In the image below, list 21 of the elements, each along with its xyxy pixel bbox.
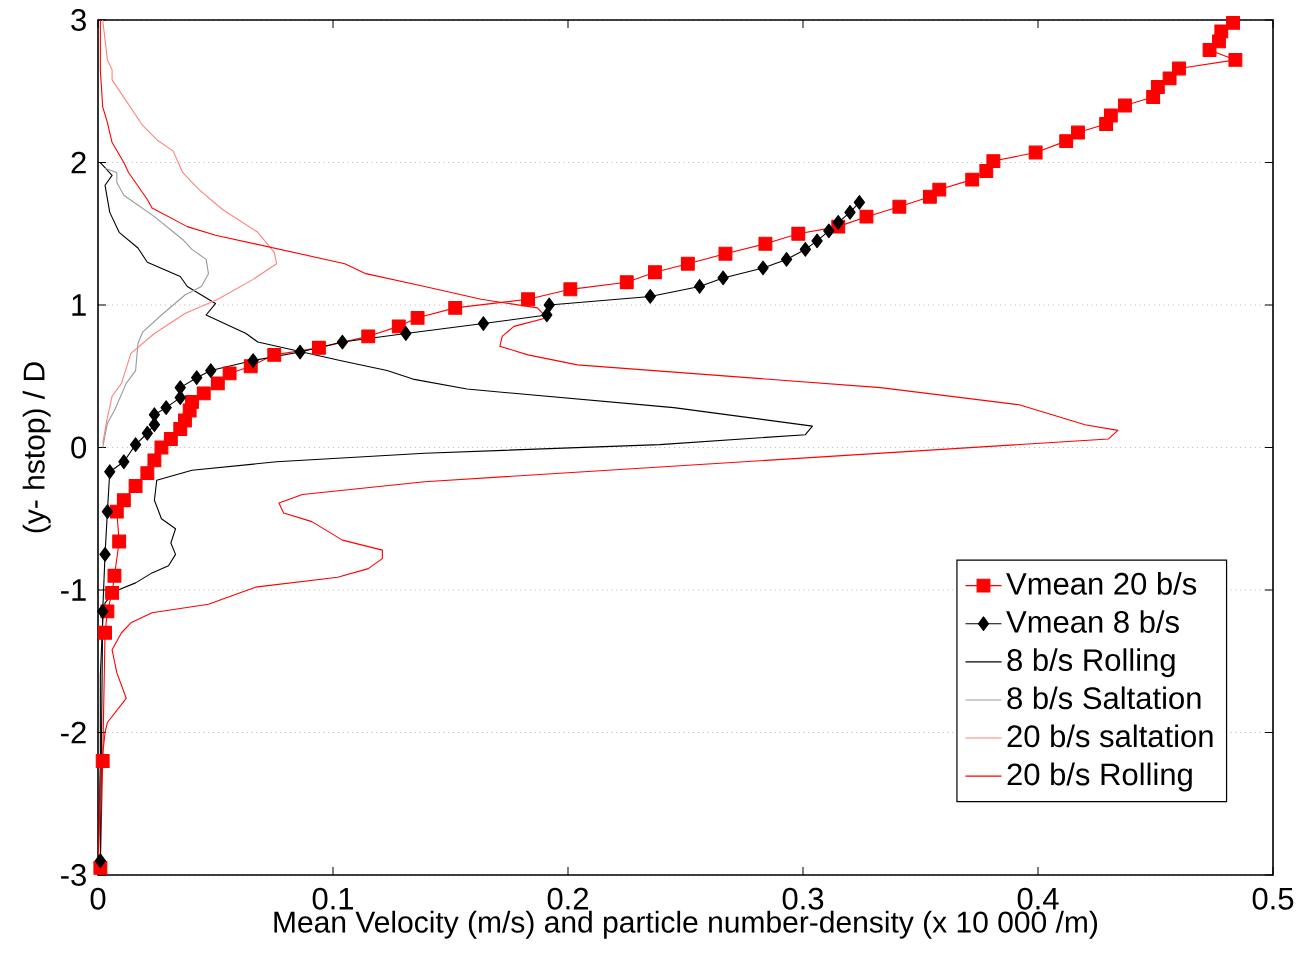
y-tick-label: 0: [71, 436, 87, 459]
legend-label: 20 b/s Rolling: [1007, 762, 1192, 792]
x-tick-label: 0.2: [547, 887, 588, 910]
x-tick-label: 0.1: [312, 887, 354, 910]
legend-label: Vmean 20 b/s: [1006, 572, 1197, 595]
y-tick-label: -1: [61, 579, 86, 601]
legend-label: 8 b/s Rolling: [1007, 648, 1175, 678]
y-axis-title: (y- hstop) / D: [22, 362, 51, 533]
x-tick-label: 0: [90, 887, 106, 910]
x-tick-label: 0.5: [1252, 887, 1294, 910]
legend-label: Vmean 8 b/s: [1006, 610, 1179, 633]
y-tick-label: -2: [61, 721, 86, 744]
legend-label: 20 b/s saltation: [1007, 724, 1213, 748]
y-tick-label: 2: [71, 151, 86, 174]
x-tick-label: 0.4: [1017, 887, 1059, 910]
legend-label: 8 b/s Saltation: [1007, 686, 1201, 710]
x-tick-label: 0.3: [782, 887, 824, 910]
y-tick-label: 1: [72, 294, 86, 316]
y-tick-label: -3: [61, 864, 86, 886]
y-tick-label: 3: [71, 9, 86, 31]
x-axis-title: Mean Velocity (m/s) and particle number-density (x 10 000 /m): [274, 910, 1098, 939]
